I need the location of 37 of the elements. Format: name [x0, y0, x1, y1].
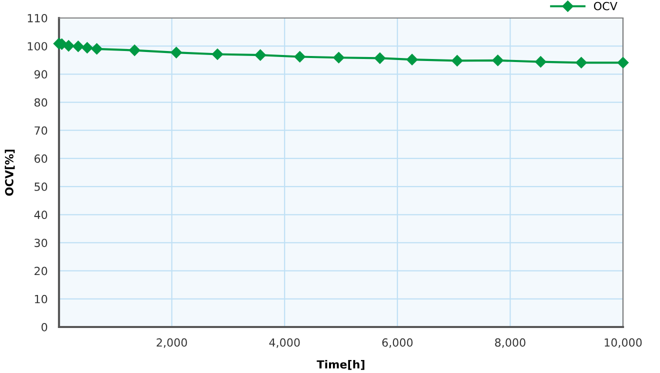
x-axis-title: Time[h] — [316, 360, 364, 370]
y-tick-label: 110 — [28, 14, 48, 22]
y-tick-label: 100 — [28, 42, 48, 50]
point — [254, 49, 266, 61]
point — [128, 44, 140, 56]
point — [212, 48, 224, 60]
y-tick-label: 80 — [34, 98, 48, 107]
x-tick-label: 8,000 — [495, 338, 526, 348]
point — [576, 57, 587, 68]
x-tick-label: 10,000 — [604, 338, 642, 348]
y-tick-label: 70 — [34, 126, 48, 135]
point — [406, 54, 418, 66]
y-tick-label: 20 — [34, 266, 48, 276]
point — [492, 54, 504, 66]
x-tick-label: 2,000 — [156, 338, 187, 348]
point — [82, 42, 93, 54]
y-tick-label: 0 — [42, 322, 48, 332]
point — [294, 51, 306, 62]
legend-label: OCV — [594, 2, 618, 10]
y-tick-label: 40 — [34, 210, 48, 220]
point — [62, 40, 74, 52]
x-tick-label: 6,000 — [382, 338, 413, 348]
x-tick-label: 4,000 — [269, 338, 300, 348]
point — [91, 43, 102, 55]
y-tick-label: 60 — [34, 154, 48, 163]
point — [333, 52, 344, 64]
point — [617, 57, 629, 68]
point — [72, 40, 84, 52]
y-tick-label: 90 — [34, 70, 48, 79]
point — [535, 56, 546, 68]
y-axis-title: OCV[%] — [4, 150, 15, 196]
point — [452, 55, 463, 66]
y-tick-label: 10 — [34, 294, 48, 304]
point — [170, 46, 182, 58]
y-tick-label: 30 — [34, 238, 48, 248]
y-tick-label: 50 — [34, 182, 48, 191]
point — [374, 52, 386, 64]
